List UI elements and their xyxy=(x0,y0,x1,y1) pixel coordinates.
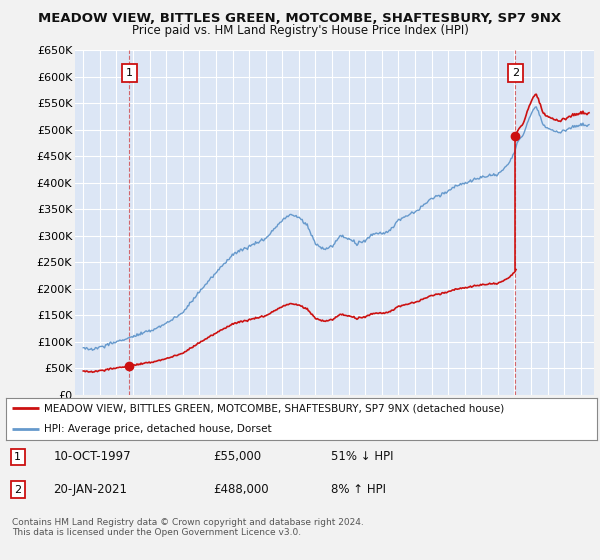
Text: 1: 1 xyxy=(126,68,133,78)
Text: HPI: Average price, detached house, Dorset: HPI: Average price, detached house, Dors… xyxy=(44,424,272,434)
Text: 1: 1 xyxy=(14,452,22,462)
Text: 51% ↓ HPI: 51% ↓ HPI xyxy=(331,450,394,464)
Text: 2: 2 xyxy=(14,485,22,494)
Text: 10-OCT-1997: 10-OCT-1997 xyxy=(53,450,131,464)
Text: MEADOW VIEW, BITTLES GREEN, MOTCOMBE, SHAFTESBURY, SP7 9NX (detached house): MEADOW VIEW, BITTLES GREEN, MOTCOMBE, SH… xyxy=(44,403,505,413)
Text: £488,000: £488,000 xyxy=(213,483,268,496)
Text: £55,000: £55,000 xyxy=(213,450,261,464)
Text: 20-JAN-2021: 20-JAN-2021 xyxy=(53,483,127,496)
Text: Price paid vs. HM Land Registry's House Price Index (HPI): Price paid vs. HM Land Registry's House … xyxy=(131,24,469,36)
Text: Contains HM Land Registry data © Crown copyright and database right 2024.
This d: Contains HM Land Registry data © Crown c… xyxy=(12,518,364,538)
Text: 2: 2 xyxy=(512,68,519,78)
Text: MEADOW VIEW, BITTLES GREEN, MOTCOMBE, SHAFTESBURY, SP7 9NX: MEADOW VIEW, BITTLES GREEN, MOTCOMBE, SH… xyxy=(38,12,562,25)
Text: 8% ↑ HPI: 8% ↑ HPI xyxy=(331,483,386,496)
